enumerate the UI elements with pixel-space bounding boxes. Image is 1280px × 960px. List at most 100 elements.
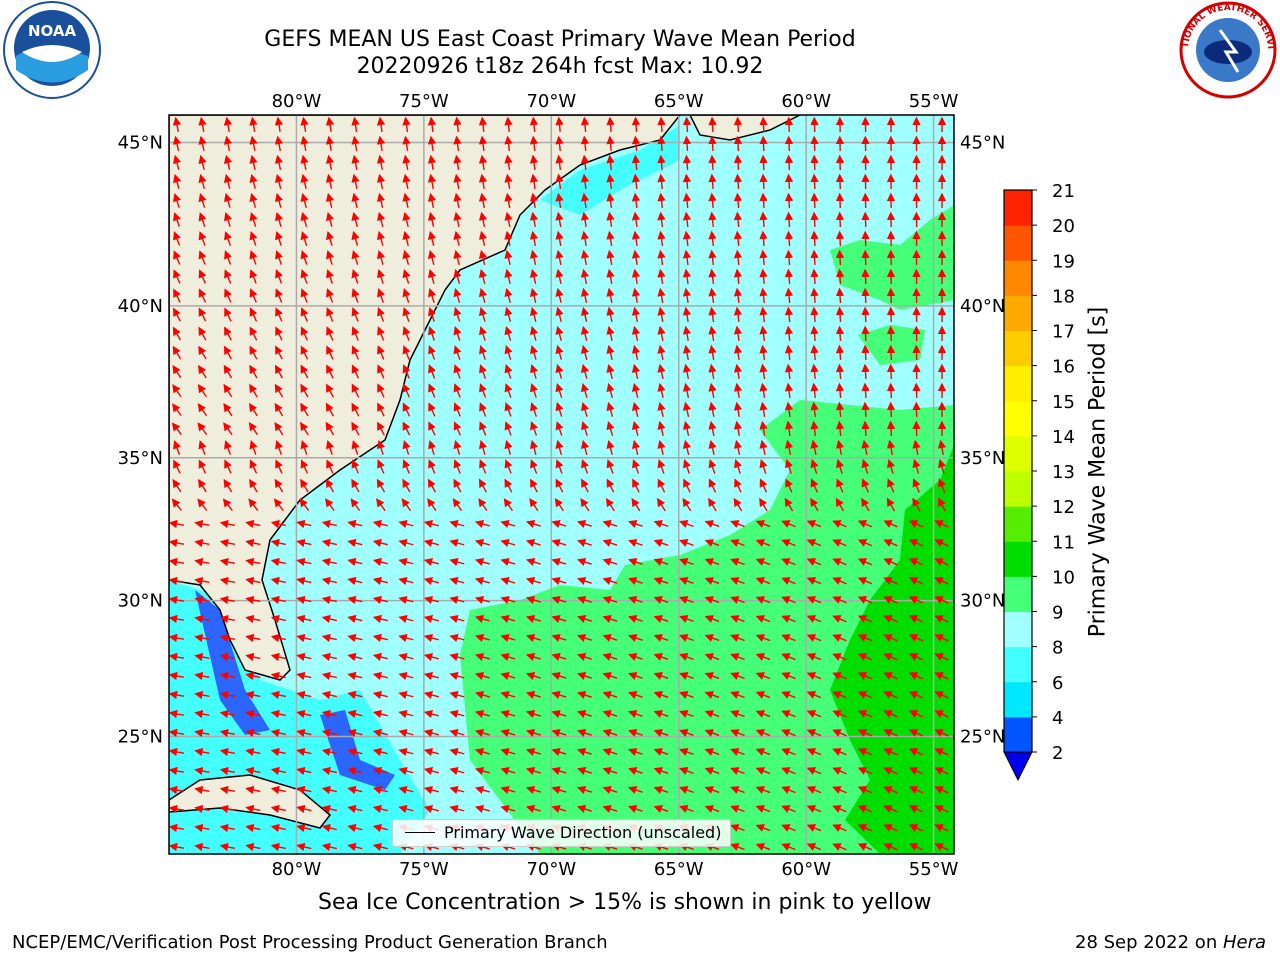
wave-direction-arrow bbox=[474, 709, 490, 719]
wave-direction-arrow bbox=[245, 728, 261, 738]
lon-tick-label-bottom: 65°W bbox=[654, 859, 704, 880]
wave-direction-arrow bbox=[398, 804, 414, 814]
wave-direction-arrow bbox=[781, 767, 796, 775]
wave-direction-arrow bbox=[708, 135, 717, 152]
wave-direction-arrow bbox=[704, 691, 720, 699]
wave-direction-arrow bbox=[474, 633, 490, 643]
wave-direction-arrow bbox=[832, 520, 847, 528]
wave-direction-arrow bbox=[372, 804, 388, 814]
wave-direction-arrow bbox=[172, 345, 182, 360]
wave-direction-arrow bbox=[449, 709, 465, 719]
wave-direction-arrow bbox=[223, 116, 233, 133]
wave-direction-arrow bbox=[886, 363, 896, 380]
wave-direction-arrow bbox=[810, 478, 819, 493]
wave-direction-arrow bbox=[478, 173, 488, 190]
wave-direction-arrow bbox=[628, 520, 643, 528]
wave-direction-arrow bbox=[398, 728, 414, 738]
wave-direction-arrow bbox=[631, 192, 641, 209]
wave-direction-arrow bbox=[581, 478, 589, 493]
wave-direction-arrow bbox=[551, 785, 567, 795]
wave-direction-arrow bbox=[296, 614, 312, 624]
lon-tick-label-bottom: 75°W bbox=[399, 859, 449, 880]
wave-direction-arrow bbox=[428, 307, 436, 322]
wave-direction-arrow bbox=[423, 576, 439, 586]
wave-direction-arrow bbox=[784, 363, 794, 380]
wave-direction-arrow bbox=[377, 269, 385, 284]
wave-direction-arrow bbox=[657, 459, 666, 474]
wave-direction-arrow bbox=[194, 519, 210, 529]
wave-direction-arrow bbox=[730, 558, 745, 566]
wave-direction-arrow bbox=[934, 748, 949, 756]
wave-direction-arrow bbox=[449, 747, 465, 757]
wave-direction-arrow bbox=[194, 671, 210, 681]
wave-direction-arrow bbox=[249, 154, 258, 170]
wave-direction-arrow bbox=[602, 615, 618, 623]
wave-direction-arrow bbox=[351, 135, 360, 152]
wave-direction-arrow bbox=[602, 672, 618, 680]
wave-direction-arrow bbox=[249, 116, 258, 133]
wave-direction-arrow bbox=[169, 519, 185, 529]
wave-direction-arrow bbox=[321, 614, 337, 624]
wave-direction-arrow bbox=[351, 459, 360, 474]
wave-direction-arrow bbox=[934, 596, 949, 604]
wave-direction-arrow bbox=[810, 192, 819, 209]
wave-direction-arrow bbox=[759, 211, 768, 228]
wave-direction-arrow bbox=[402, 230, 411, 246]
wave-direction-arrow bbox=[347, 823, 363, 833]
colorbar-segment bbox=[1004, 646, 1032, 683]
wave-direction-arrow bbox=[326, 440, 334, 455]
wave-direction-arrow bbox=[427, 211, 437, 227]
wave-direction-arrow bbox=[169, 557, 185, 567]
wave-direction-arrow bbox=[835, 211, 845, 228]
wave-direction-arrow bbox=[504, 402, 513, 417]
wave-direction-arrow bbox=[755, 729, 771, 737]
wave-direction-arrow bbox=[605, 497, 615, 512]
wave-direction-arrow bbox=[525, 728, 541, 738]
wave-direction-arrow bbox=[351, 288, 360, 303]
colorbar-segment bbox=[1004, 365, 1032, 402]
wave-direction-arrow bbox=[219, 557, 236, 567]
wave-direction-arrow bbox=[631, 249, 641, 266]
wave-direction-arrow bbox=[730, 615, 745, 623]
wave-direction-arrow bbox=[296, 690, 312, 700]
wave-direction-arrow bbox=[759, 173, 768, 190]
wave-direction-arrow bbox=[245, 614, 261, 624]
colorbar-tick-label: 18 bbox=[1052, 286, 1075, 307]
wave-direction-arrow bbox=[835, 230, 845, 247]
wave-direction-arrow bbox=[198, 135, 207, 151]
wave-direction-arrow bbox=[449, 728, 465, 738]
wave-direction-arrow bbox=[428, 326, 436, 341]
wave-direction-arrow bbox=[474, 671, 490, 681]
wave-direction-arrow bbox=[326, 459, 334, 474]
wave-direction-arrow bbox=[245, 709, 261, 719]
wave-direction-arrow bbox=[704, 653, 720, 661]
wave-direction-arrow bbox=[245, 633, 261, 643]
wave-direction-arrow bbox=[908, 691, 924, 699]
wave-direction-arrow bbox=[275, 345, 283, 360]
wave-direction-arrow bbox=[580, 230, 590, 247]
wave-direction-arrow bbox=[270, 804, 286, 814]
wave-direction-arrow bbox=[478, 192, 488, 209]
wave-direction-arrow bbox=[759, 192, 768, 209]
wave-direction-arrow bbox=[504, 211, 513, 228]
wave-direction-arrow bbox=[730, 767, 745, 775]
wave-direction-arrow bbox=[296, 785, 312, 795]
wave-direction-arrow bbox=[555, 211, 564, 228]
wave-direction-arrow bbox=[398, 614, 414, 624]
wave-direction-arrow bbox=[224, 231, 232, 246]
colorbar-tick-label: 13 bbox=[1052, 462, 1075, 483]
wave-direction-arrow bbox=[606, 173, 615, 190]
colorbar-segment bbox=[1004, 190, 1032, 226]
wave-direction-arrow bbox=[219, 519, 236, 529]
wave-direction-arrow bbox=[733, 401, 743, 418]
wave-direction-arrow bbox=[453, 211, 462, 227]
wave-direction-arrow bbox=[270, 652, 286, 662]
wave-direction-arrow bbox=[300, 211, 309, 227]
wave-direction-arrow bbox=[759, 287, 768, 304]
wave-direction-arrow bbox=[351, 269, 360, 284]
wave-direction-arrow bbox=[347, 519, 363, 529]
wave-direction-arrow bbox=[300, 345, 309, 360]
wave-direction-arrow bbox=[173, 307, 181, 322]
wave-direction-arrow bbox=[500, 519, 516, 529]
wave-direction-arrow bbox=[784, 268, 794, 285]
